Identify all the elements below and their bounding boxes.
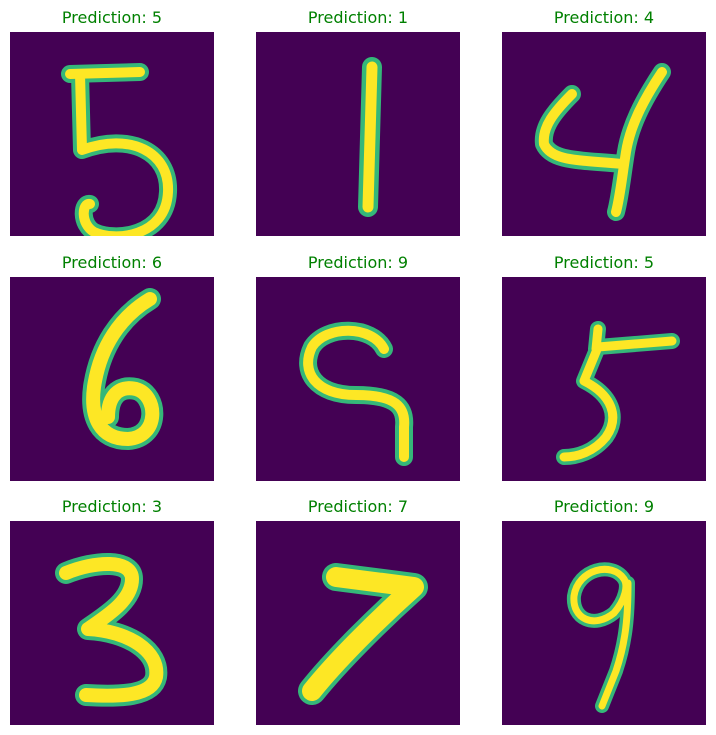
panel-6-digit-image: [502, 277, 706, 481]
panel-2-title: Prediction: 1: [307, 8, 409, 27]
panel-8-digit-image: [256, 521, 460, 725]
panel-4-digit-image: [10, 277, 214, 481]
panel-4-title: Prediction: 6: [61, 253, 163, 272]
panel-1-title: Prediction: 5: [61, 8, 163, 27]
panel-6-title: Prediction: 5: [553, 253, 655, 272]
panel-7-digit-image: [10, 521, 214, 725]
panel-2-digit-image: [256, 32, 460, 236]
panel-9-title: Prediction: 9: [553, 497, 655, 516]
panel-3-digit-image: [502, 32, 706, 236]
panel-1-digit-image: [10, 32, 214, 236]
panel-8-title: Prediction: 7: [307, 497, 409, 516]
panel-9-digit-image: [502, 521, 706, 725]
panel-5-title: Prediction: 9: [307, 253, 409, 272]
panel-7-title: Prediction: 3: [61, 497, 163, 516]
panel-3-title: Prediction: 4: [553, 8, 655, 27]
panel-5-digit-image: [256, 277, 460, 481]
